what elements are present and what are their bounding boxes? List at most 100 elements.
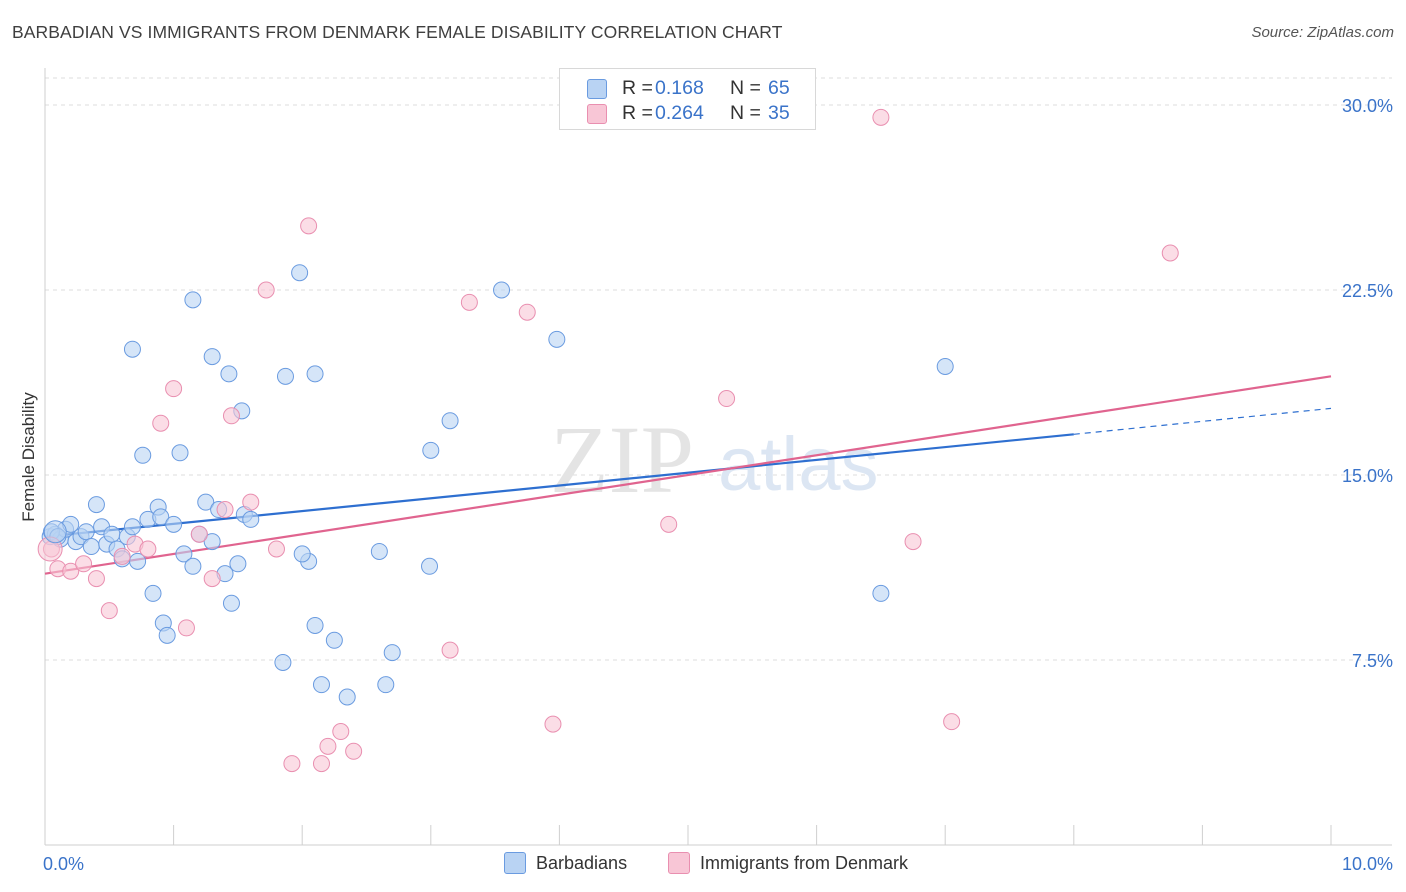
legend-row-denmark: R = 0.264 N = 35 <box>560 100 815 128</box>
legend-row-barbadians: R = 0.168 N = 65 <box>560 75 815 103</box>
point-barbadians <box>222 594 240 612</box>
r-label: R = <box>622 102 653 124</box>
data-points <box>37 108 1179 773</box>
x-tick-label: 0.0% <box>43 854 84 874</box>
point-denmark <box>283 755 301 773</box>
point-barbadians <box>203 533 221 551</box>
point-barbadians <box>936 357 954 375</box>
point-barbadians <box>306 365 324 383</box>
point-barbadians <box>197 493 215 511</box>
point-barbadians <box>872 584 890 602</box>
r-label: R = <box>622 77 653 99</box>
point-barbadians <box>338 688 356 706</box>
source-label: Source: ZipAtlas.com <box>1251 24 1394 41</box>
point-barbadians <box>184 291 202 309</box>
point-barbadians <box>383 644 401 662</box>
point-barbadians <box>276 367 294 385</box>
point-barbadians <box>370 542 388 560</box>
y-tick-label: 7.5% <box>1352 651 1393 671</box>
tick-labels: 7.5% 15.0% 22.5% 30.0% 0.0% 10.0% <box>43 96 1393 874</box>
point-denmark <box>165 380 183 398</box>
point-denmark <box>319 737 337 755</box>
point-barbadians <box>421 557 439 575</box>
point-denmark <box>87 570 105 588</box>
x-tick-label: 10.0% <box>1342 854 1393 874</box>
point-denmark <box>345 742 363 760</box>
point-barbadians <box>441 412 459 430</box>
point-denmark <box>75 555 93 573</box>
point-denmark <box>718 390 736 408</box>
point-barbadians <box>548 330 566 348</box>
point-denmark <box>332 723 350 741</box>
point-barbadians <box>493 281 511 299</box>
legend-item-barbadians: Barbadians <box>504 852 627 874</box>
r-value: 0.264 <box>655 102 704 124</box>
point-denmark <box>872 108 890 126</box>
gridlines <box>45 77 1392 661</box>
point-barbadians <box>312 676 330 694</box>
point-barbadians <box>171 444 189 462</box>
point-denmark <box>216 501 234 519</box>
point-barbadians <box>43 520 67 544</box>
point-barbadians <box>274 653 292 671</box>
n-label: N = <box>730 77 761 99</box>
point-barbadians <box>158 626 176 644</box>
point-barbadians <box>184 557 202 575</box>
legend-label: Immigrants from Denmark <box>700 853 909 873</box>
point-barbadians <box>82 538 100 556</box>
point-denmark <box>222 407 240 425</box>
point-denmark <box>139 540 157 558</box>
point-barbadians <box>293 545 311 563</box>
point-denmark <box>62 562 80 580</box>
legend-item-denmark: Immigrants from Denmark <box>668 852 908 874</box>
point-denmark <box>1161 244 1179 262</box>
point-denmark <box>544 715 562 733</box>
point-denmark <box>257 281 275 299</box>
point-denmark <box>312 755 330 773</box>
point-denmark <box>460 293 478 311</box>
legend-swatch-blue <box>587 79 607 99</box>
point-barbadians <box>129 552 147 570</box>
point-barbadians <box>103 525 121 543</box>
point-denmark <box>100 602 118 620</box>
point-barbadians <box>203 348 221 366</box>
point-barbadians <box>152 508 170 526</box>
point-denmark <box>300 217 318 235</box>
point-barbadians <box>229 555 247 573</box>
point-denmark <box>943 713 961 731</box>
point-denmark <box>518 303 536 321</box>
point-barbadians <box>377 676 395 694</box>
legend-stats: R = 0.168 N = 65 R = 0.264 N = 35 <box>559 68 816 130</box>
legend-swatch-pink <box>668 852 690 874</box>
point-denmark <box>267 540 285 558</box>
point-barbadians <box>144 584 162 602</box>
point-barbadians <box>242 510 260 528</box>
point-denmark <box>177 619 195 637</box>
point-barbadians <box>175 545 193 563</box>
point-denmark <box>152 414 170 432</box>
n-value: 65 <box>768 77 790 99</box>
n-label: N = <box>730 102 761 124</box>
point-denmark <box>904 533 922 551</box>
point-barbadians <box>134 446 152 464</box>
point-barbadians <box>123 340 141 358</box>
trend-lines <box>44 375 1332 575</box>
point-denmark <box>441 641 459 659</box>
y-tick-label: 22.5% <box>1342 281 1393 301</box>
axes <box>44 68 1392 846</box>
point-denmark <box>242 493 260 511</box>
y-axis-title: Female Disability <box>19 392 38 522</box>
point-barbadians <box>87 496 105 514</box>
n-value: 35 <box>768 102 790 124</box>
point-barbadians <box>165 515 183 533</box>
trend-line-denmark <box>44 375 1332 575</box>
point-barbadians <box>291 264 309 282</box>
y-tick-label: 15.0% <box>1342 466 1393 486</box>
r-value: 0.168 <box>655 77 704 99</box>
legend-series: Barbadians Immigrants from Denmark <box>0 850 1406 878</box>
point-barbadians <box>77 523 95 541</box>
trend-line-barbadians <box>44 433 1074 538</box>
legend-label: Barbadians <box>536 853 628 873</box>
point-denmark <box>203 570 221 588</box>
